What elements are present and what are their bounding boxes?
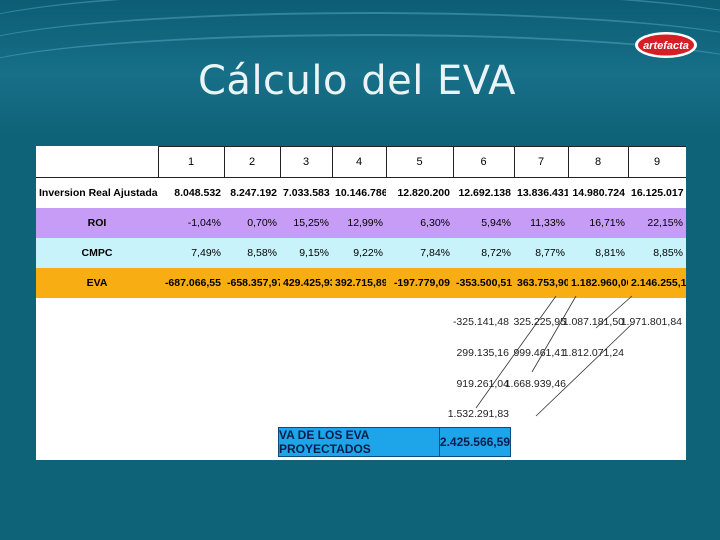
row-label: Inversion Real Ajustada <box>36 177 158 208</box>
table-cell: 13.836.431 <box>514 177 568 208</box>
period-header: 5 <box>385 146 454 178</box>
table-row-cmpc: CMPC 7,49% 8,58% 9,15% 9,22% 7,84% 8,72%… <box>36 238 686 268</box>
table-cell: -687.066,55 <box>158 268 224 298</box>
table-cell: 7.033.583 <box>280 177 332 208</box>
table-cell: 12.820.200 <box>386 177 453 208</box>
table-cell: 12,99% <box>332 208 386 238</box>
pv-value: 1.532.291,83 <box>447 408 509 420</box>
table-cell: 15,25% <box>280 208 332 238</box>
table-cell: 8,58% <box>224 238 280 268</box>
period-header: 6 <box>452 146 515 178</box>
table-row-inversion: Inversion Real Ajustada 8.048.532 8.247.… <box>36 177 686 208</box>
table-cell: 363.753,90 <box>514 268 568 298</box>
pv-value: 325.225,95 <box>513 316 566 328</box>
table-cell: 14.980.724 <box>568 177 628 208</box>
pv-value: 999.461,41 <box>513 347 566 359</box>
table-cell: 2.146.255,10 <box>628 268 686 298</box>
va-summary-value: 2.425.566,59 <box>439 435 510 449</box>
table-cell: -1,04% <box>158 208 224 238</box>
table-row-roi: ROI -1,04% 0,70% 15,25% 12,99% 6,30% 5,9… <box>36 208 686 238</box>
pv-value: 1.087.181,50 <box>562 316 624 328</box>
table-cell: 8,85% <box>628 238 686 268</box>
period-header: 8 <box>567 146 629 178</box>
table-cell: 11,33% <box>514 208 568 238</box>
header-row: 1 2 3 4 5 6 7 8 9 <box>36 146 686 178</box>
table-cell: 0,70% <box>224 208 280 238</box>
period-header: 9 <box>627 146 686 178</box>
table-cell: 9,15% <box>280 238 332 268</box>
decor-wave <box>0 34 720 116</box>
table-cell: 1.182.960,06 <box>568 268 628 298</box>
pv-value: 919.261,04 <box>456 378 509 390</box>
table-cell: -197.779,09 <box>386 268 453 298</box>
table-cell: 9,22% <box>332 238 386 268</box>
pv-value: -325.141,48 <box>452 316 509 328</box>
decor-wave <box>0 12 720 94</box>
table-cell: 392.715,89 <box>332 268 386 298</box>
table-cell: 16.125.017 <box>628 177 686 208</box>
row-label: ROI <box>36 208 158 238</box>
eva-table: 1 2 3 4 5 6 7 8 9 Inversion Real Ajustad… <box>36 146 686 298</box>
table-cell: 7,84% <box>386 238 453 268</box>
pv-value: 1.668.939,46 <box>504 378 566 390</box>
pv-value: 1.971.801,84 <box>620 316 682 328</box>
table-cell: 429.425,93 <box>280 268 332 298</box>
va-summary-box: VA DE LOS EVA PROYECTADOS 2.425.566,59 <box>278 427 511 457</box>
table-cell: 22,15% <box>628 208 686 238</box>
header-band <box>0 0 720 135</box>
eva-spreadsheet: 1 2 3 4 5 6 7 8 9 Inversion Real Ajustad… <box>36 146 686 460</box>
table-cell: 7,49% <box>158 238 224 268</box>
artefacta-logo: artefacta <box>634 30 698 60</box>
va-summary-label: VA DE LOS EVA PROYECTADOS <box>279 428 440 456</box>
table-cell: 12.692.138 <box>453 177 514 208</box>
table-cell: 6,30% <box>386 208 453 238</box>
row-label: CMPC <box>36 238 158 268</box>
period-header: 1 <box>157 146 225 178</box>
table-cell: -353.500,51 <box>453 268 514 298</box>
discount-arrows <box>475 295 633 417</box>
table-cell: 8.048.532 <box>158 177 224 208</box>
logo-text: artefacta <box>643 40 689 52</box>
arrow-line <box>475 295 557 409</box>
pv-value: 1.812.071,24 <box>562 347 624 359</box>
table-cell: 8,77% <box>514 238 568 268</box>
table-cell: 5,94% <box>453 208 514 238</box>
slide-title: Cálculo del EVA <box>198 58 516 104</box>
header-corner <box>36 146 158 178</box>
period-header: 4 <box>331 146 387 178</box>
table-cell: 8,72% <box>453 238 514 268</box>
table-cell: -658.357,97 <box>224 268 280 298</box>
table-cell: 10.146.786 <box>332 177 386 208</box>
table-cell: 8.247.192 <box>224 177 280 208</box>
table-row-eva: EVA -687.066,55 -658.357,97 429.425,93 3… <box>36 268 686 298</box>
row-label: EVA <box>36 268 158 298</box>
arrow-line <box>535 323 633 417</box>
arrow-line <box>531 295 577 373</box>
period-header: 2 <box>223 146 281 178</box>
pv-value: 299.135,16 <box>456 347 509 359</box>
table-cell: 8,81% <box>568 238 628 268</box>
table-cell: 16,71% <box>568 208 628 238</box>
arrow-line <box>595 295 633 329</box>
